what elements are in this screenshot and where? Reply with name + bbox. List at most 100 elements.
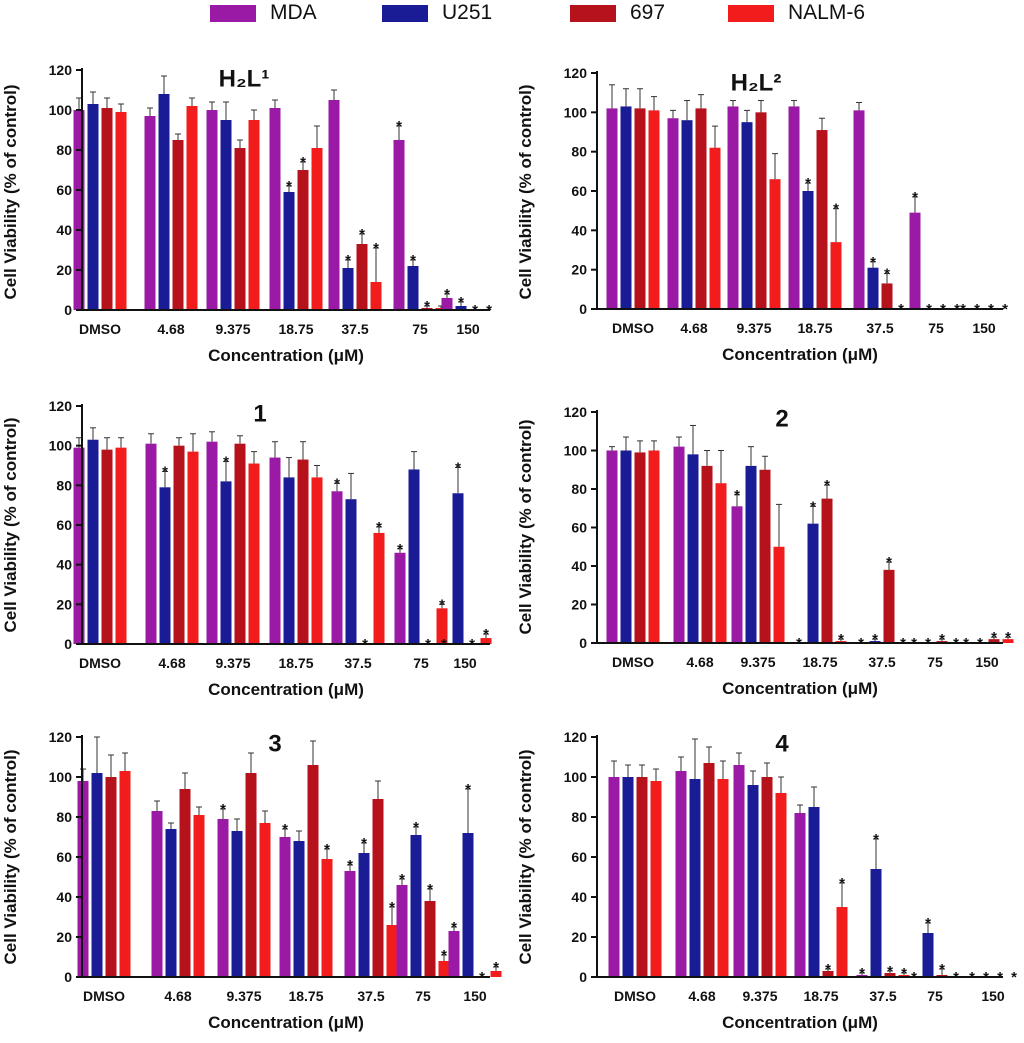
y-tick-label: 120	[564, 729, 588, 745]
x-tick-label: DMSO	[614, 988, 656, 1004]
bar-697-3	[821, 498, 833, 643]
x-tick-label: 4.68	[157, 321, 184, 337]
y-tick-label: 0	[64, 969, 72, 985]
significance-star: *	[901, 965, 907, 982]
bar-u251-4	[870, 869, 882, 977]
y-tick-label: 20	[571, 597, 587, 613]
significance-star: *	[300, 154, 306, 171]
y-tick-label: 40	[56, 889, 72, 905]
significance-star: *	[396, 118, 402, 135]
bar-697-1	[173, 445, 185, 644]
significance-star: *	[441, 947, 447, 964]
x-tick-label: 37.5	[866, 320, 893, 336]
y-axis-title: Cell Viability (% of control)	[1, 417, 20, 632]
y-tick-label: 40	[56, 557, 72, 573]
significance-star: *	[873, 831, 879, 848]
y-tick-label: 20	[56, 596, 72, 612]
bar-mda-1	[151, 811, 163, 977]
chart-title: 4	[775, 730, 789, 757]
bar-u251-3	[283, 192, 295, 310]
bar-u251-1	[689, 779, 701, 977]
significance-star: *	[361, 835, 367, 852]
y-tick-label: 80	[571, 481, 587, 497]
bar-u251-6	[462, 833, 474, 977]
significance-star: *	[162, 463, 168, 480]
significance-star: *	[223, 454, 229, 471]
bar-u251-2	[231, 831, 243, 977]
bar-u251-3	[283, 477, 295, 644]
bar-mda-0	[73, 447, 85, 644]
bar-u251-2	[747, 785, 759, 977]
bar-u251-1	[681, 120, 693, 309]
bar-nalm6-0	[115, 447, 127, 644]
bar-697-1	[695, 108, 707, 310]
bar-mda-2	[727, 106, 739, 309]
x-tick-label: 4.68	[158, 655, 185, 671]
significance-star: *	[359, 226, 365, 243]
legend-item-mda: MDA	[210, 0, 317, 26]
bar-697-4	[883, 569, 895, 643]
bar-697-2	[755, 112, 767, 309]
bar-697-0	[101, 108, 113, 310]
significance-star: *	[1002, 301, 1008, 318]
significance-star: *	[458, 294, 464, 311]
bar-nalm6-6	[1002, 639, 1014, 643]
x-tick-label: 18.75	[803, 988, 838, 1004]
legend-label-u251: U251	[442, 1, 493, 24]
y-tick-label: 100	[49, 769, 73, 785]
x-tick-label: 37.5	[344, 655, 371, 671]
bar-nalm6-0	[119, 771, 131, 977]
bar-697-3	[816, 130, 828, 309]
bar-mda-6	[448, 931, 460, 977]
x-tick-label: 75	[928, 320, 944, 336]
significance-star: *	[805, 175, 811, 192]
x-tick-label: 18.75	[278, 321, 313, 337]
bar-mda-2	[206, 441, 218, 644]
y-tick-label: 120	[49, 729, 73, 745]
x-tick-label: DMSO	[83, 988, 125, 1004]
significance-star: *	[324, 841, 330, 858]
bar-697-0	[105, 777, 117, 977]
x-tick-label: 75	[927, 988, 943, 1004]
y-tick-label: 60	[571, 849, 587, 865]
bar-mda-1	[144, 116, 156, 310]
legend-swatch-697	[570, 4, 616, 22]
significance-star: *	[1011, 969, 1017, 986]
bar-697-4	[881, 283, 893, 309]
bar-mda-1	[145, 443, 157, 644]
bar-mda-3	[269, 108, 281, 310]
y-tick-label: 120	[564, 65, 588, 81]
bar-mda-1	[675, 771, 687, 977]
x-tick-label: 150	[972, 320, 996, 336]
bar-697-5	[424, 901, 436, 977]
significance-star: *	[376, 519, 382, 536]
legend-label-mda: MDA	[270, 1, 317, 24]
bar-mda-1	[673, 446, 685, 643]
significance-star: *	[939, 631, 945, 648]
bar-mda-4	[328, 100, 340, 310]
bar-697-1	[172, 140, 184, 310]
y-axis-title: Cell Viability (% of control)	[1, 749, 20, 964]
y-tick-label: 80	[56, 809, 72, 825]
x-tick-label: DMSO	[612, 320, 654, 336]
bar-u251-3	[808, 807, 820, 977]
significance-star: *	[483, 626, 489, 643]
bar-nalm6-3	[836, 907, 848, 977]
y-tick-label: 80	[571, 144, 587, 160]
x-tick-label: 150	[456, 321, 480, 337]
y-tick-label: 100	[49, 102, 73, 118]
bar-u251-5	[407, 266, 419, 310]
bar-697-4	[372, 799, 384, 977]
significance-star: *	[397, 541, 403, 558]
chart-title: 3	[268, 730, 281, 757]
x-tick-label: 9.375	[215, 321, 250, 337]
x-tick-label: 75	[927, 654, 943, 670]
chart-panel-4: 2*****************020406080100120DMSO4.6…	[516, 404, 1014, 698]
significance-star: *	[345, 252, 351, 269]
legend-item-697: 697	[570, 0, 665, 26]
y-tick-label: 60	[56, 849, 72, 865]
y-tick-label: 120	[49, 62, 73, 78]
bar-u251-1	[158, 94, 170, 310]
bar-mda-3	[269, 457, 281, 644]
y-tick-label: 80	[56, 477, 72, 493]
